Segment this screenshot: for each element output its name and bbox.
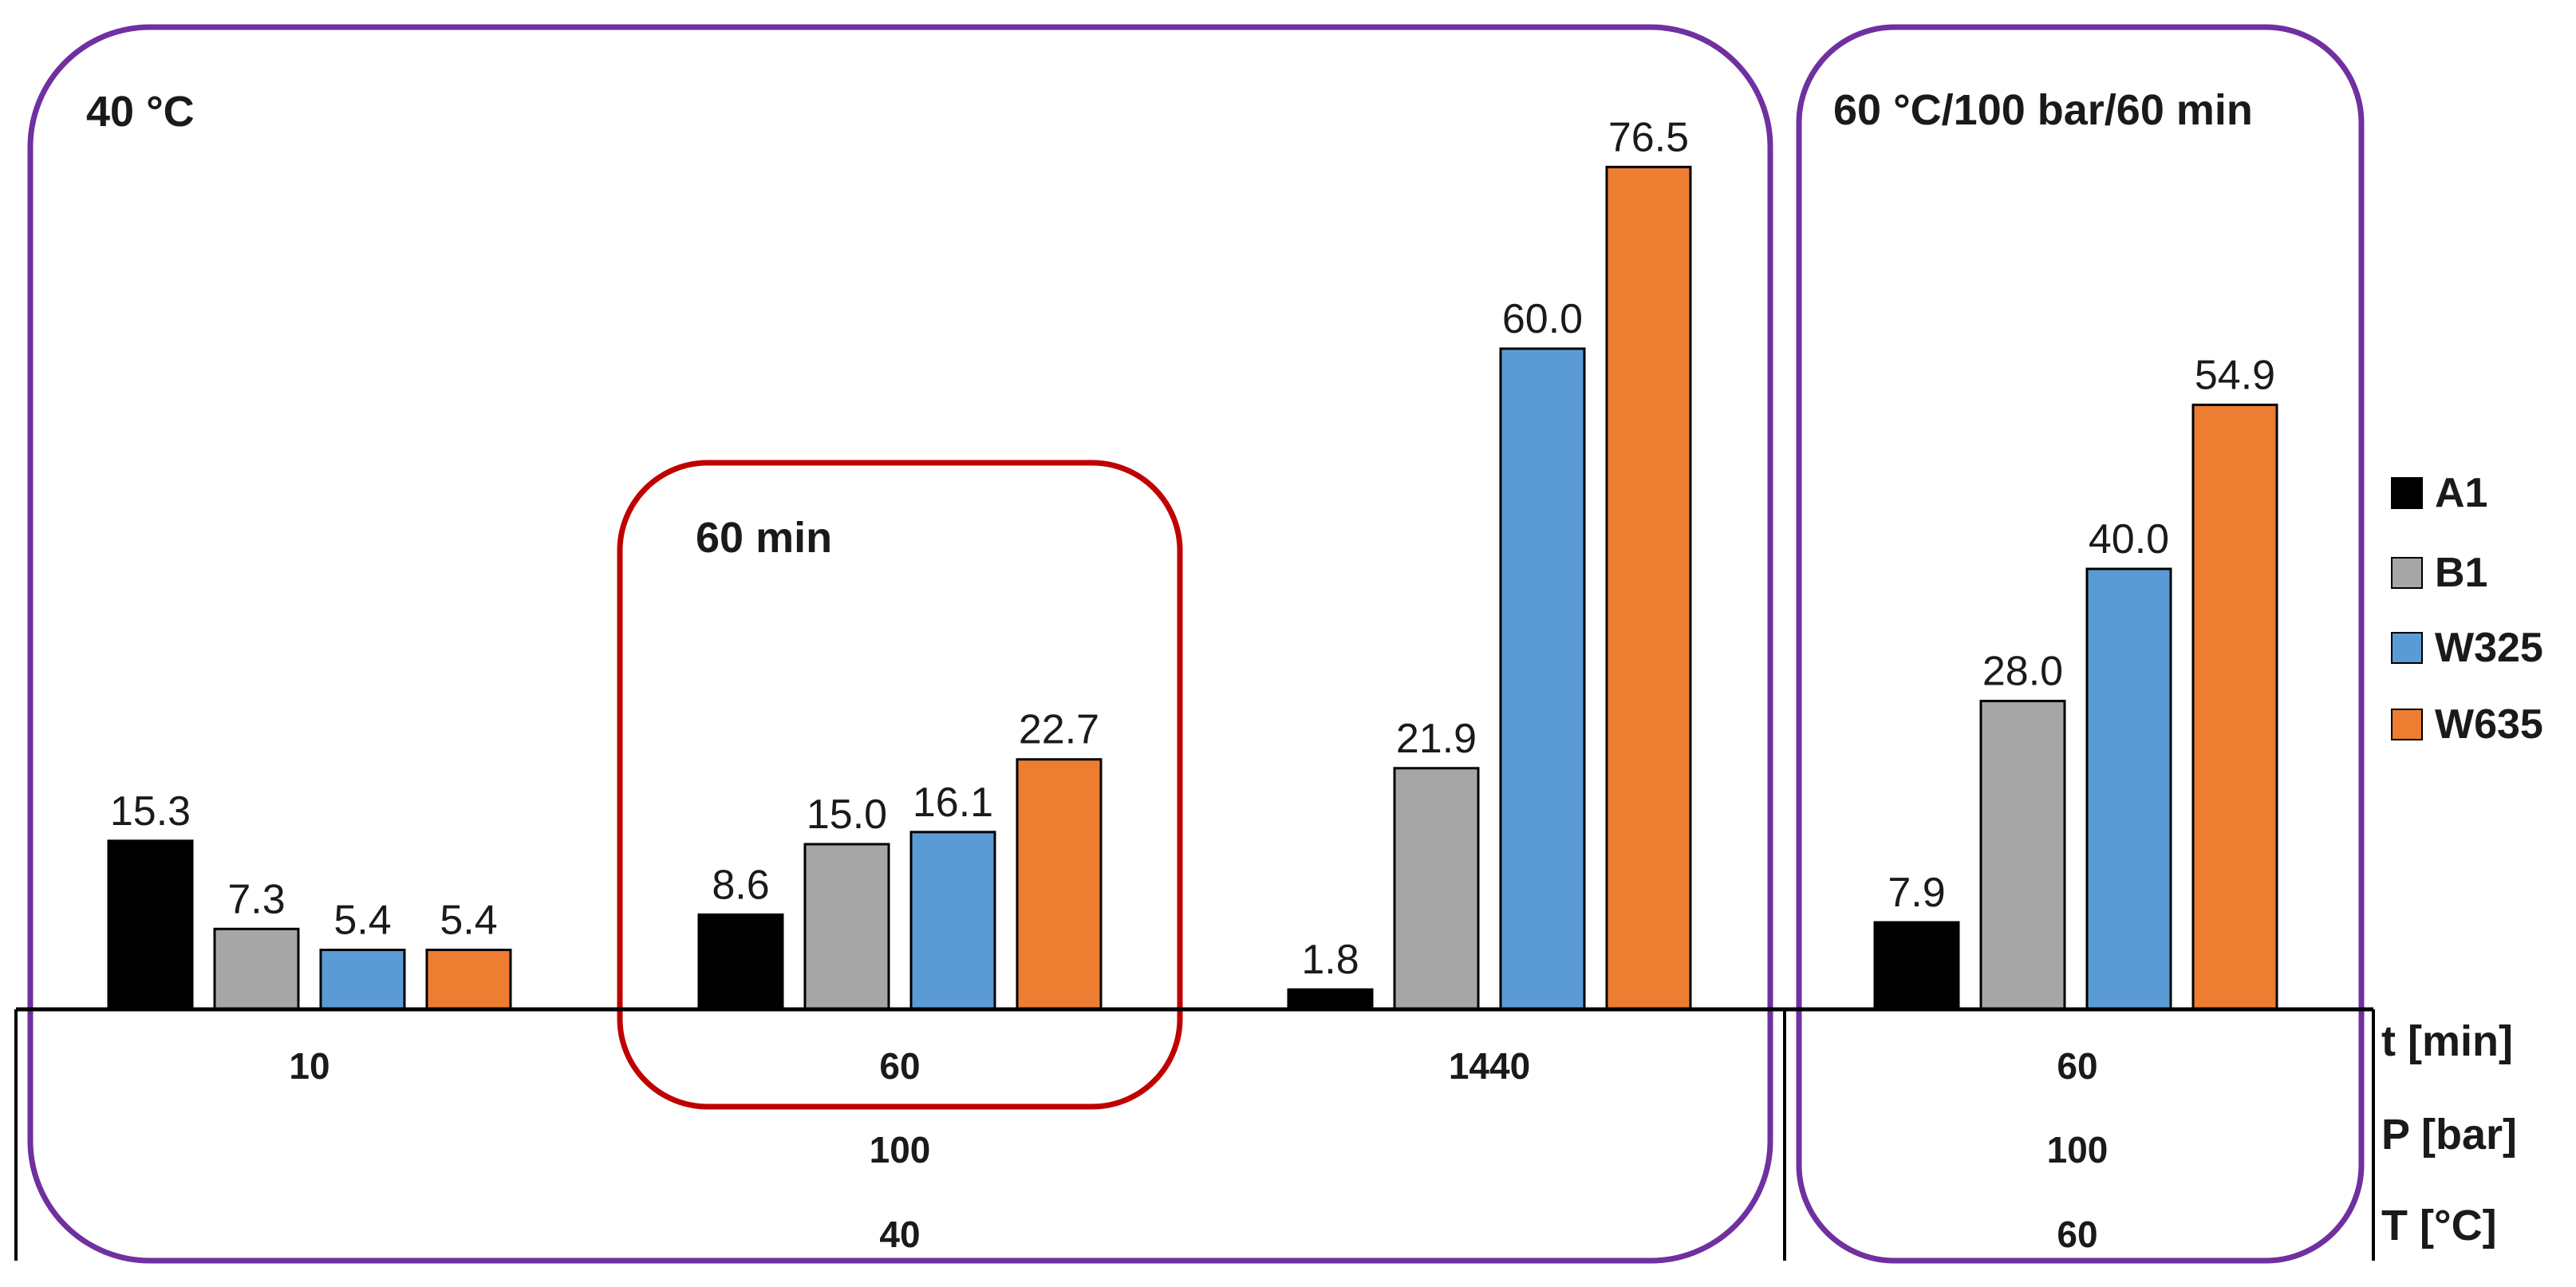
- panel-title-40c: 40 °C: [86, 88, 195, 136]
- value-label-w325-group-1: 5.4: [333, 897, 391, 943]
- legend-swatch-b1: [2391, 557, 2423, 589]
- panel-box-60c: [1796, 24, 2365, 1264]
- value-label-b1-group-4: 28.0: [1982, 649, 2063, 695]
- bar-b1-group-2: [803, 843, 890, 1011]
- p-value-panel-40c: 100: [870, 1129, 931, 1171]
- value-label-b1-group-2: 15.0: [807, 792, 887, 838]
- t-value-group-4: 60: [2057, 1045, 2097, 1087]
- row-title-temperature: T [°C]: [2381, 1202, 2497, 1249]
- highlight-title-60min: 60 min: [696, 514, 832, 562]
- bar-a1-group-2: [697, 913, 784, 1011]
- bar-w325-group-2: [909, 831, 996, 1011]
- bar-w635-group-2: [1016, 758, 1103, 1011]
- value-label-a1-group-3: 1.8: [1301, 937, 1359, 983]
- bar-w325-group-4: [2085, 567, 2172, 1011]
- value-label-w325-group-3: 60.0: [1502, 296, 1583, 342]
- panel-title-60c: 60 °C/100 bar/60 min: [1833, 86, 2253, 134]
- p-value-panel-60c: 100: [2047, 1129, 2109, 1171]
- highlight-box-60min: [617, 460, 1183, 1110]
- bars-layer: 15.3 7.3 5.4 5.4 8.6 15.0 16.1 22.7 1.8 21.9 60.0 7…: [107, 114, 2278, 1011]
- bar-a1-group-3: [1287, 988, 1374, 1011]
- value-label-w635-group-2: 22.7: [1019, 707, 1099, 753]
- t-value-group-3: 1440: [1449, 1045, 1530, 1087]
- bar-w325-group-1: [319, 948, 406, 1011]
- legend-label-w325: W325: [2435, 625, 2543, 671]
- value-label-w635-group-3: 76.5: [1608, 114, 1689, 160]
- bar-w635-group-4: [2191, 403, 2278, 1011]
- row-title-time: t [min]: [2381, 1017, 2513, 1065]
- value-label-a1-group-1: 15.3: [110, 788, 191, 835]
- legend-swatch-w325: [2391, 632, 2423, 664]
- value-label-b1-group-3: 21.9: [1396, 716, 1477, 762]
- bar-b1-group-1: [213, 927, 300, 1011]
- bar-a1-group-4: [1873, 921, 1960, 1011]
- legend-label-a1: A1: [2435, 470, 2487, 516]
- bar-b1-group-4: [1979, 700, 2066, 1011]
- value-label-w635-group-1: 5.4: [440, 897, 497, 943]
- legend-label-b1: B1: [2435, 550, 2487, 596]
- legend-swatch-w635: [2391, 709, 2423, 740]
- bar-w635-group-1: [425, 948, 512, 1011]
- panel-box-40c: [27, 24, 1773, 1264]
- value-label-a1-group-4: 7.9: [1888, 870, 1945, 916]
- value-label-a1-group-2: 8.6: [712, 862, 769, 908]
- bar-a1-group-1: [107, 839, 194, 1011]
- bar-b1-group-3: [1393, 767, 1480, 1011]
- legend-swatch-a1: [2391, 477, 2423, 509]
- t-celsius-panel-40c: 40: [879, 1214, 920, 1255]
- t-value-group-2: 60: [879, 1045, 920, 1087]
- value-label-w635-group-4: 54.9: [2195, 352, 2275, 398]
- legend-label-w635: W635: [2435, 701, 2543, 748]
- value-label-b1-group-1: 7.3: [227, 876, 285, 922]
- value-label-w325-group-2: 16.1: [913, 780, 993, 826]
- t-value-group-1: 10: [289, 1045, 329, 1087]
- legend: A1 B1 W325 W635: [2391, 470, 2543, 748]
- bar-w325-group-3: [1499, 347, 1586, 1011]
- value-label-w325-group-4: 40.0: [2089, 516, 2169, 563]
- t-celsius-panel-60c: 60: [2057, 1214, 2097, 1255]
- bar-w635-group-3: [1605, 165, 1692, 1011]
- row-title-pressure: P [bar]: [2381, 1111, 2517, 1159]
